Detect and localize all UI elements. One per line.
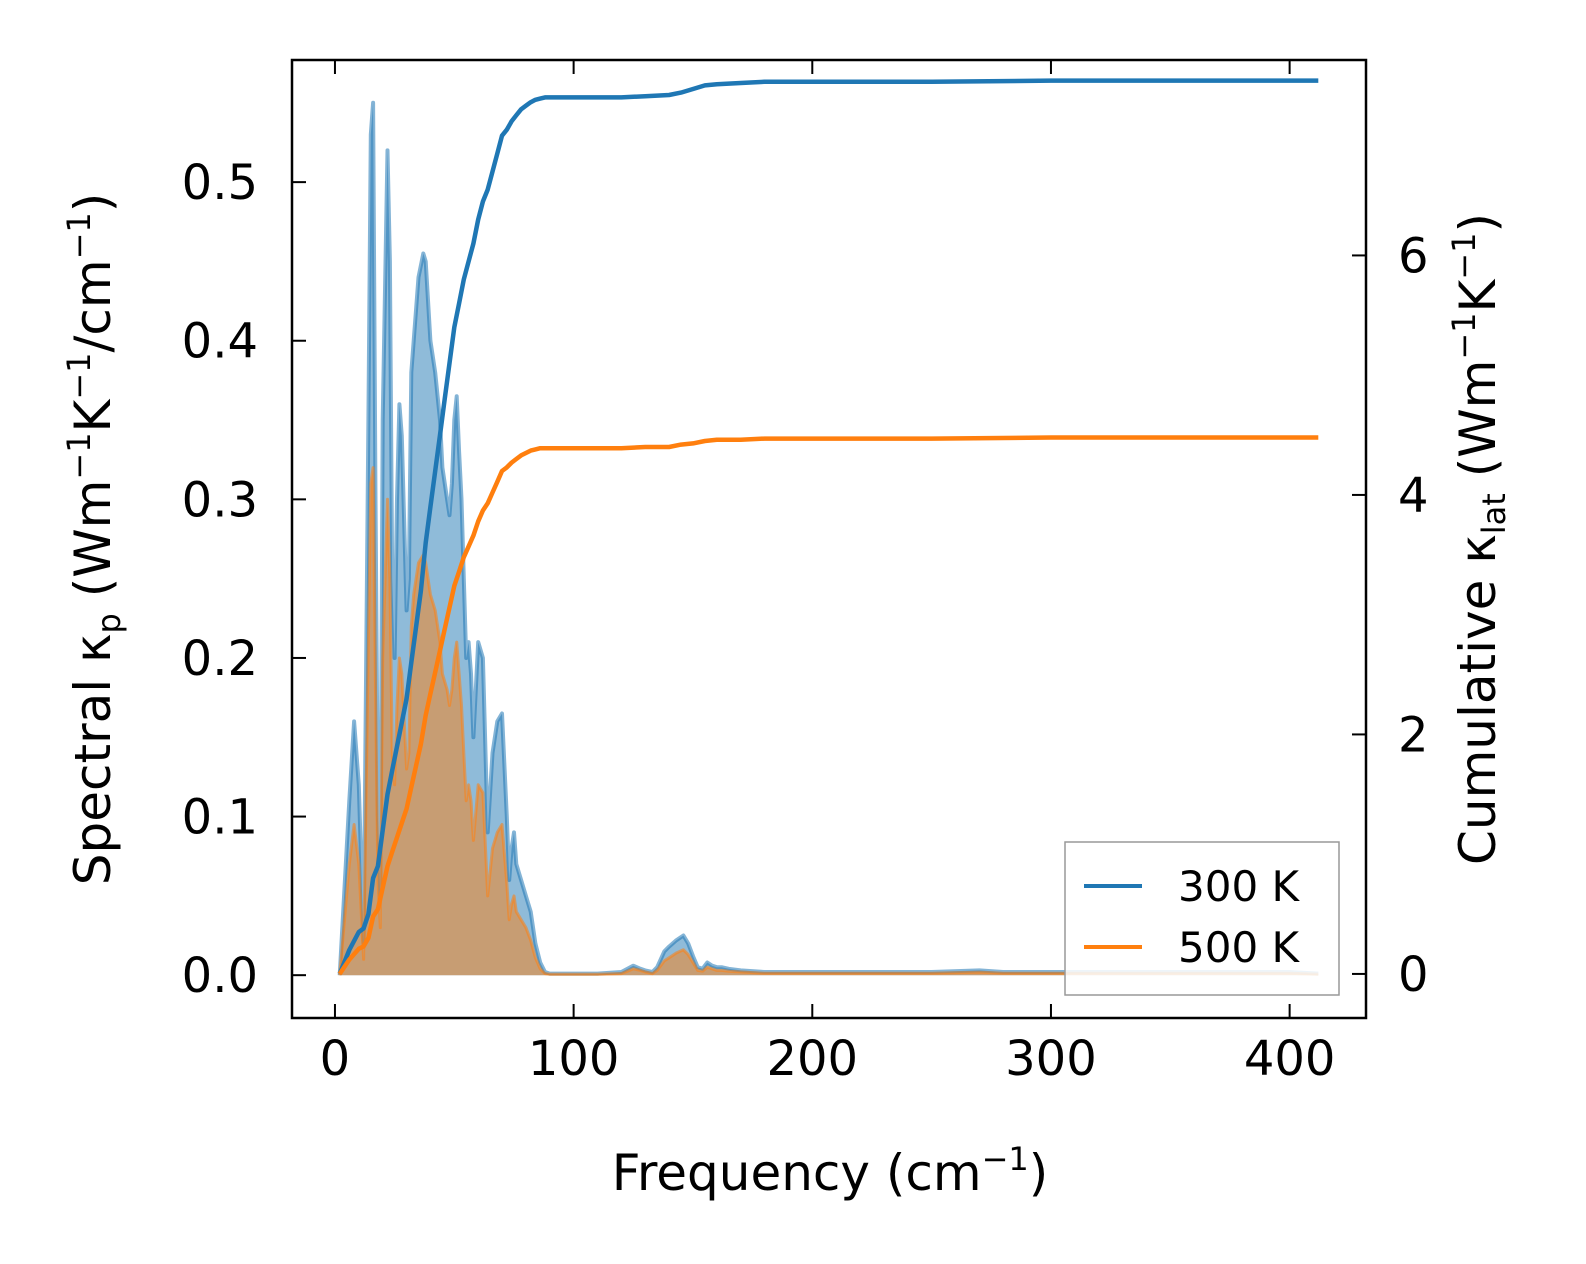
x-tick-label: 100 [528,1031,620,1087]
legend-label-300k: 300 K [1178,862,1301,911]
y-left-axis-label: Spectral κp (Wm−1K−1/cm−1) [60,193,128,886]
spectral-edge-300k [337,100,1319,976]
y-right-axis-ticks: 0 2 4 6 [1352,228,1429,1003]
cumulative-line-500k [337,435,1319,976]
x-tick-label: 200 [766,1031,858,1087]
plot-frame [290,58,1368,1020]
cumulative-line-300k [337,78,1319,975]
y-right-tick-label: 6 [1398,228,1429,284]
legend: 300 K 500 K [1064,841,1340,996]
x-tick-label: 400 [1244,1031,1336,1087]
y-left-tick-label: 0.4 [182,314,258,370]
spectral-area-500k [339,467,1319,976]
legend-label-500k: 500 K [1178,923,1301,972]
x-axis-label: Frequency (cm−1) [612,1140,1049,1202]
x-tick-label: 0 [320,1031,351,1087]
y-left-tick-label: 0.0 [182,948,258,1004]
legend-box [1064,841,1340,996]
x-axis-ticks: 0 100 200 300 400 [320,60,1336,1087]
y-left-tick-label: 0.5 [182,155,258,211]
y-left-axis-ticks: 0.0 0.1 0.2 0.3 0.4 0.5 [182,155,306,1004]
y-right-tick-label: 0 [1398,947,1429,1003]
x-tick-label: 300 [1005,1031,1097,1087]
y-left-tick-label: 0.3 [182,472,258,528]
y-right-tick-label: 2 [1398,707,1429,763]
cumulative-lines [337,78,1319,976]
y-right-axis-label: Cumulative κlat (Wm−1K−1) [1445,213,1513,865]
y-left-tick-label: 0.2 [182,631,258,687]
y-right-tick-label: 4 [1398,468,1429,524]
y-left-tick-label: 0.1 [182,790,258,846]
